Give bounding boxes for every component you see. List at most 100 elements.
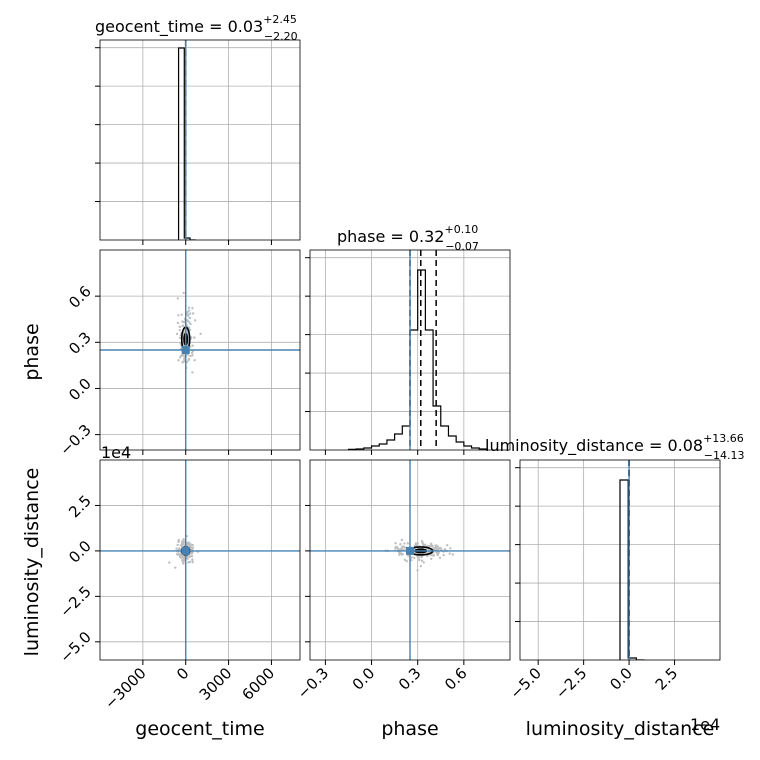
scatter-point (193, 336, 196, 339)
scatter-point (190, 555, 194, 558)
scatter-point (186, 353, 190, 356)
panel-content (100, 40, 300, 240)
scatter-point (178, 356, 182, 359)
histogram-phase (347, 269, 488, 450)
panel-content (310, 250, 510, 450)
scatter-point (406, 542, 410, 545)
xtick-label: 3000 (196, 664, 236, 704)
scatter-point (401, 552, 404, 556)
scatter-point (420, 559, 424, 562)
scatter-point (177, 359, 180, 362)
xtick-label: 2.5 (652, 664, 682, 694)
scatter-point (442, 553, 445, 557)
scatter-point (186, 319, 190, 323)
scatter-point (418, 558, 421, 562)
xtick-label: 6000 (239, 664, 279, 704)
xtick-label: 0.6 (441, 664, 471, 694)
scatter-point (416, 542, 419, 545)
scatter-point (191, 560, 194, 564)
xtick-label: −5.0 (507, 664, 545, 702)
scatter-point (191, 543, 194, 547)
scatter-point (398, 551, 401, 554)
histogram-geocent_time (177, 47, 196, 240)
scatter-point (430, 544, 433, 548)
ytick-label: 0.6 (65, 282, 95, 312)
scatter-point (176, 543, 179, 547)
scatter-point (416, 569, 419, 572)
scatter-point (191, 558, 194, 561)
scatter-point (451, 553, 455, 556)
offset-text-bottom: 1e4 (690, 715, 720, 734)
panel-frame (99, 39, 301, 241)
scatter-point (181, 324, 184, 328)
title-geocent-time: geocent_time = 0.03+2.45 −2.20 (95, 13, 298, 43)
scatter-point (188, 543, 191, 547)
scatter-point (175, 332, 179, 336)
scatter-point (188, 555, 191, 558)
scatter-point (422, 543, 426, 546)
scatter-point (448, 552, 451, 555)
panel-phase-hist (305, 249, 511, 455)
scatter-point (187, 309, 191, 312)
scatter-point (189, 322, 192, 326)
scatter-point (180, 554, 184, 558)
scatter-point (177, 553, 181, 557)
scatter-point (449, 547, 452, 550)
scatter-point (191, 312, 195, 315)
panels: −0.30.00.30.6−3000 0 3000 6000−5.0−2.50.02.… (56, 39, 721, 713)
xtick-label: 0 (173, 664, 192, 683)
scatter-point (191, 350, 194, 353)
scatter-point (178, 328, 181, 332)
panel-content (100, 250, 300, 450)
scatter-point (175, 547, 178, 550)
scatter-point (189, 354, 192, 358)
scatter-point (186, 542, 190, 545)
scatter-point (179, 556, 183, 560)
panel-phase-luminosity_distance: −0.3 0.0 0.3 0.6 (294, 459, 511, 703)
panel-luminosity_distance-hist: −5.0 −2.5 0.0 2.5 (507, 459, 721, 703)
xtick-label: 0.3 (395, 664, 425, 694)
scatter-point (181, 543, 184, 546)
truth-marker (181, 346, 190, 354)
panel-content (310, 460, 510, 660)
scatter-point (431, 554, 434, 557)
scatter-point (174, 566, 177, 569)
panel-frame (309, 459, 511, 661)
scatter-point (413, 556, 416, 560)
xtick-label: 0.0 (349, 664, 379, 694)
ytick-label: 0.0 (65, 375, 95, 405)
scatter-point (180, 313, 183, 316)
scatter-point (435, 551, 438, 555)
xtick-label: −2.5 (552, 664, 590, 702)
ylabel-luminosity-distance: luminosity_distance (21, 468, 43, 657)
panel-geocent_time-hist (95, 39, 301, 245)
scatter-point (398, 553, 401, 556)
scatter-point (177, 314, 180, 317)
scatter-point (199, 332, 202, 336)
scatter-point (400, 546, 404, 550)
scatter-point (446, 544, 449, 547)
title-phase: phase = 0.32+0.10 −0.07 (337, 223, 479, 253)
panel-background (100, 40, 300, 240)
scatter-point (176, 321, 180, 325)
scatter-point (399, 543, 402, 546)
scatter-point (191, 344, 194, 347)
panel-content (520, 460, 720, 660)
scatter-point (443, 547, 447, 551)
scatter-point (175, 553, 179, 556)
truth-marker (406, 546, 414, 555)
ytick-label: 0.0 (65, 537, 95, 567)
scatter-point (191, 306, 194, 310)
panel-background (100, 460, 300, 660)
scatter-point (435, 544, 438, 547)
scatter-point (437, 551, 440, 555)
scatter-point (185, 555, 189, 559)
scatter-point (182, 557, 185, 560)
ytick-label: −0.3 (56, 421, 94, 459)
scatter-point (188, 560, 192, 564)
scatter-point (182, 291, 185, 295)
scatter-point (432, 547, 436, 550)
ytick-label: −2.5 (56, 582, 94, 620)
scatter-point (400, 538, 404, 542)
